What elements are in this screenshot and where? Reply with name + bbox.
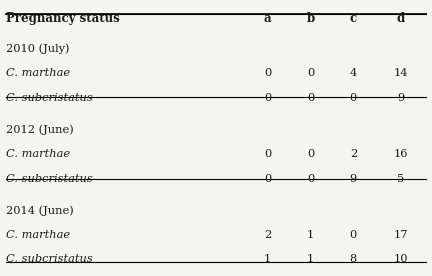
Text: 9: 9 [350, 174, 357, 184]
Text: C. marthae: C. marthae [6, 230, 70, 240]
Text: b: b [306, 12, 314, 25]
Text: 2010 (July): 2010 (July) [6, 44, 69, 54]
Text: 0: 0 [307, 149, 314, 159]
Text: 0: 0 [307, 68, 314, 78]
Text: 0: 0 [264, 68, 271, 78]
Text: 0: 0 [264, 93, 271, 103]
Text: 5: 5 [397, 174, 404, 184]
Text: 8: 8 [350, 254, 357, 264]
Text: 9: 9 [397, 93, 404, 103]
Text: C. marthae: C. marthae [6, 149, 70, 159]
Text: 0: 0 [307, 93, 314, 103]
Text: 2: 2 [264, 230, 271, 240]
Text: C. marthae: C. marthae [6, 68, 70, 78]
Text: 0: 0 [264, 149, 271, 159]
Text: c: c [350, 12, 357, 25]
Text: C. subcristatus: C. subcristatus [6, 254, 92, 264]
Text: a: a [264, 12, 271, 25]
Text: 2014 (June): 2014 (June) [6, 205, 73, 216]
Text: 1: 1 [264, 254, 271, 264]
Text: Pregnancy status: Pregnancy status [6, 12, 119, 25]
Text: 1: 1 [307, 230, 314, 240]
Text: 14: 14 [393, 68, 408, 78]
Text: 0: 0 [350, 230, 357, 240]
Text: C. subcristatus: C. subcristatus [6, 174, 92, 184]
Text: 16: 16 [393, 149, 408, 159]
Text: 4: 4 [350, 68, 357, 78]
Text: 2: 2 [350, 149, 357, 159]
Text: 17: 17 [393, 230, 408, 240]
Text: 0: 0 [307, 174, 314, 184]
Text: d: d [397, 12, 405, 25]
Text: 2012 (June): 2012 (June) [6, 124, 73, 135]
Text: 10: 10 [393, 254, 408, 264]
Text: 1: 1 [307, 254, 314, 264]
Text: 0: 0 [350, 93, 357, 103]
Text: C. subcristatus: C. subcristatus [6, 93, 92, 103]
Text: 0: 0 [264, 174, 271, 184]
